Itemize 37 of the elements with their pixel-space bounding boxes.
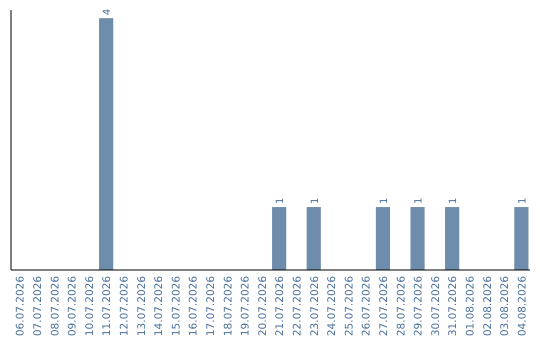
x-tick-label: 12.07.2026 <box>118 276 130 336</box>
x-tick-label: 02.08.2026 <box>482 276 494 336</box>
x-tick-label: 08.07.2026 <box>49 276 62 336</box>
x-tick-label: 01.08.2026 <box>464 276 476 336</box>
x-tick-label: 24.07.2026 <box>326 276 338 336</box>
data-label: 1 <box>275 198 286 204</box>
x-tick-label: 28.07.2026 <box>395 276 408 336</box>
x-tick-label: 27.07.2026 <box>378 276 390 336</box>
x-tick-label: 11.07.2026 <box>101 276 114 336</box>
x-tick-label: 22.07.2026 <box>291 276 304 336</box>
x-tick-label: 10.07.2026 <box>84 276 96 336</box>
x-tick-label: 16.07.2026 <box>188 276 200 336</box>
data-label: 1 <box>517 198 528 204</box>
x-tick-label: 04.08.2026 <box>516 276 528 336</box>
x-tick-label: 03.08.2026 <box>499 276 512 336</box>
data-label: 4 <box>102 8 114 16</box>
x-tick-label: 14.07.2026 <box>153 276 166 336</box>
data-label: 1 <box>448 198 460 204</box>
x-tick-label: 15.07.2026 <box>170 276 182 336</box>
x-tick-label: 09.07.2026 <box>66 276 79 336</box>
data-label: 1 <box>378 198 390 204</box>
x-tick-label: 18.07.2026 <box>222 276 234 336</box>
x-tick-label: 25.07.2026 <box>343 276 356 336</box>
x-tick-label: 20.07.2026 <box>256 276 269 336</box>
x-tick-label: 30.07.2026 <box>430 276 442 336</box>
x-tick-label: 17.07.2026 <box>204 276 217 336</box>
data-label: 1 <box>310 198 321 204</box>
x-tick-label: 31.07.2026 <box>447 276 460 336</box>
x-tick-label: 07.07.2026 <box>32 276 44 336</box>
x-tick-label: 19.07.2026 <box>240 276 252 336</box>
x-tick-label: 13.07.2026 <box>136 276 148 336</box>
x-tick-label: 21.07.2026 <box>274 276 286 336</box>
x-tick-label: 29.07.2026 <box>412 276 425 336</box>
x-tick-label: 06.07.2026 <box>14 276 27 336</box>
data-label: 1 <box>414 198 425 204</box>
x-tick-label: 23.07.2026 <box>308 276 321 336</box>
x-tick-label: 26.07.2026 <box>360 276 373 336</box>
